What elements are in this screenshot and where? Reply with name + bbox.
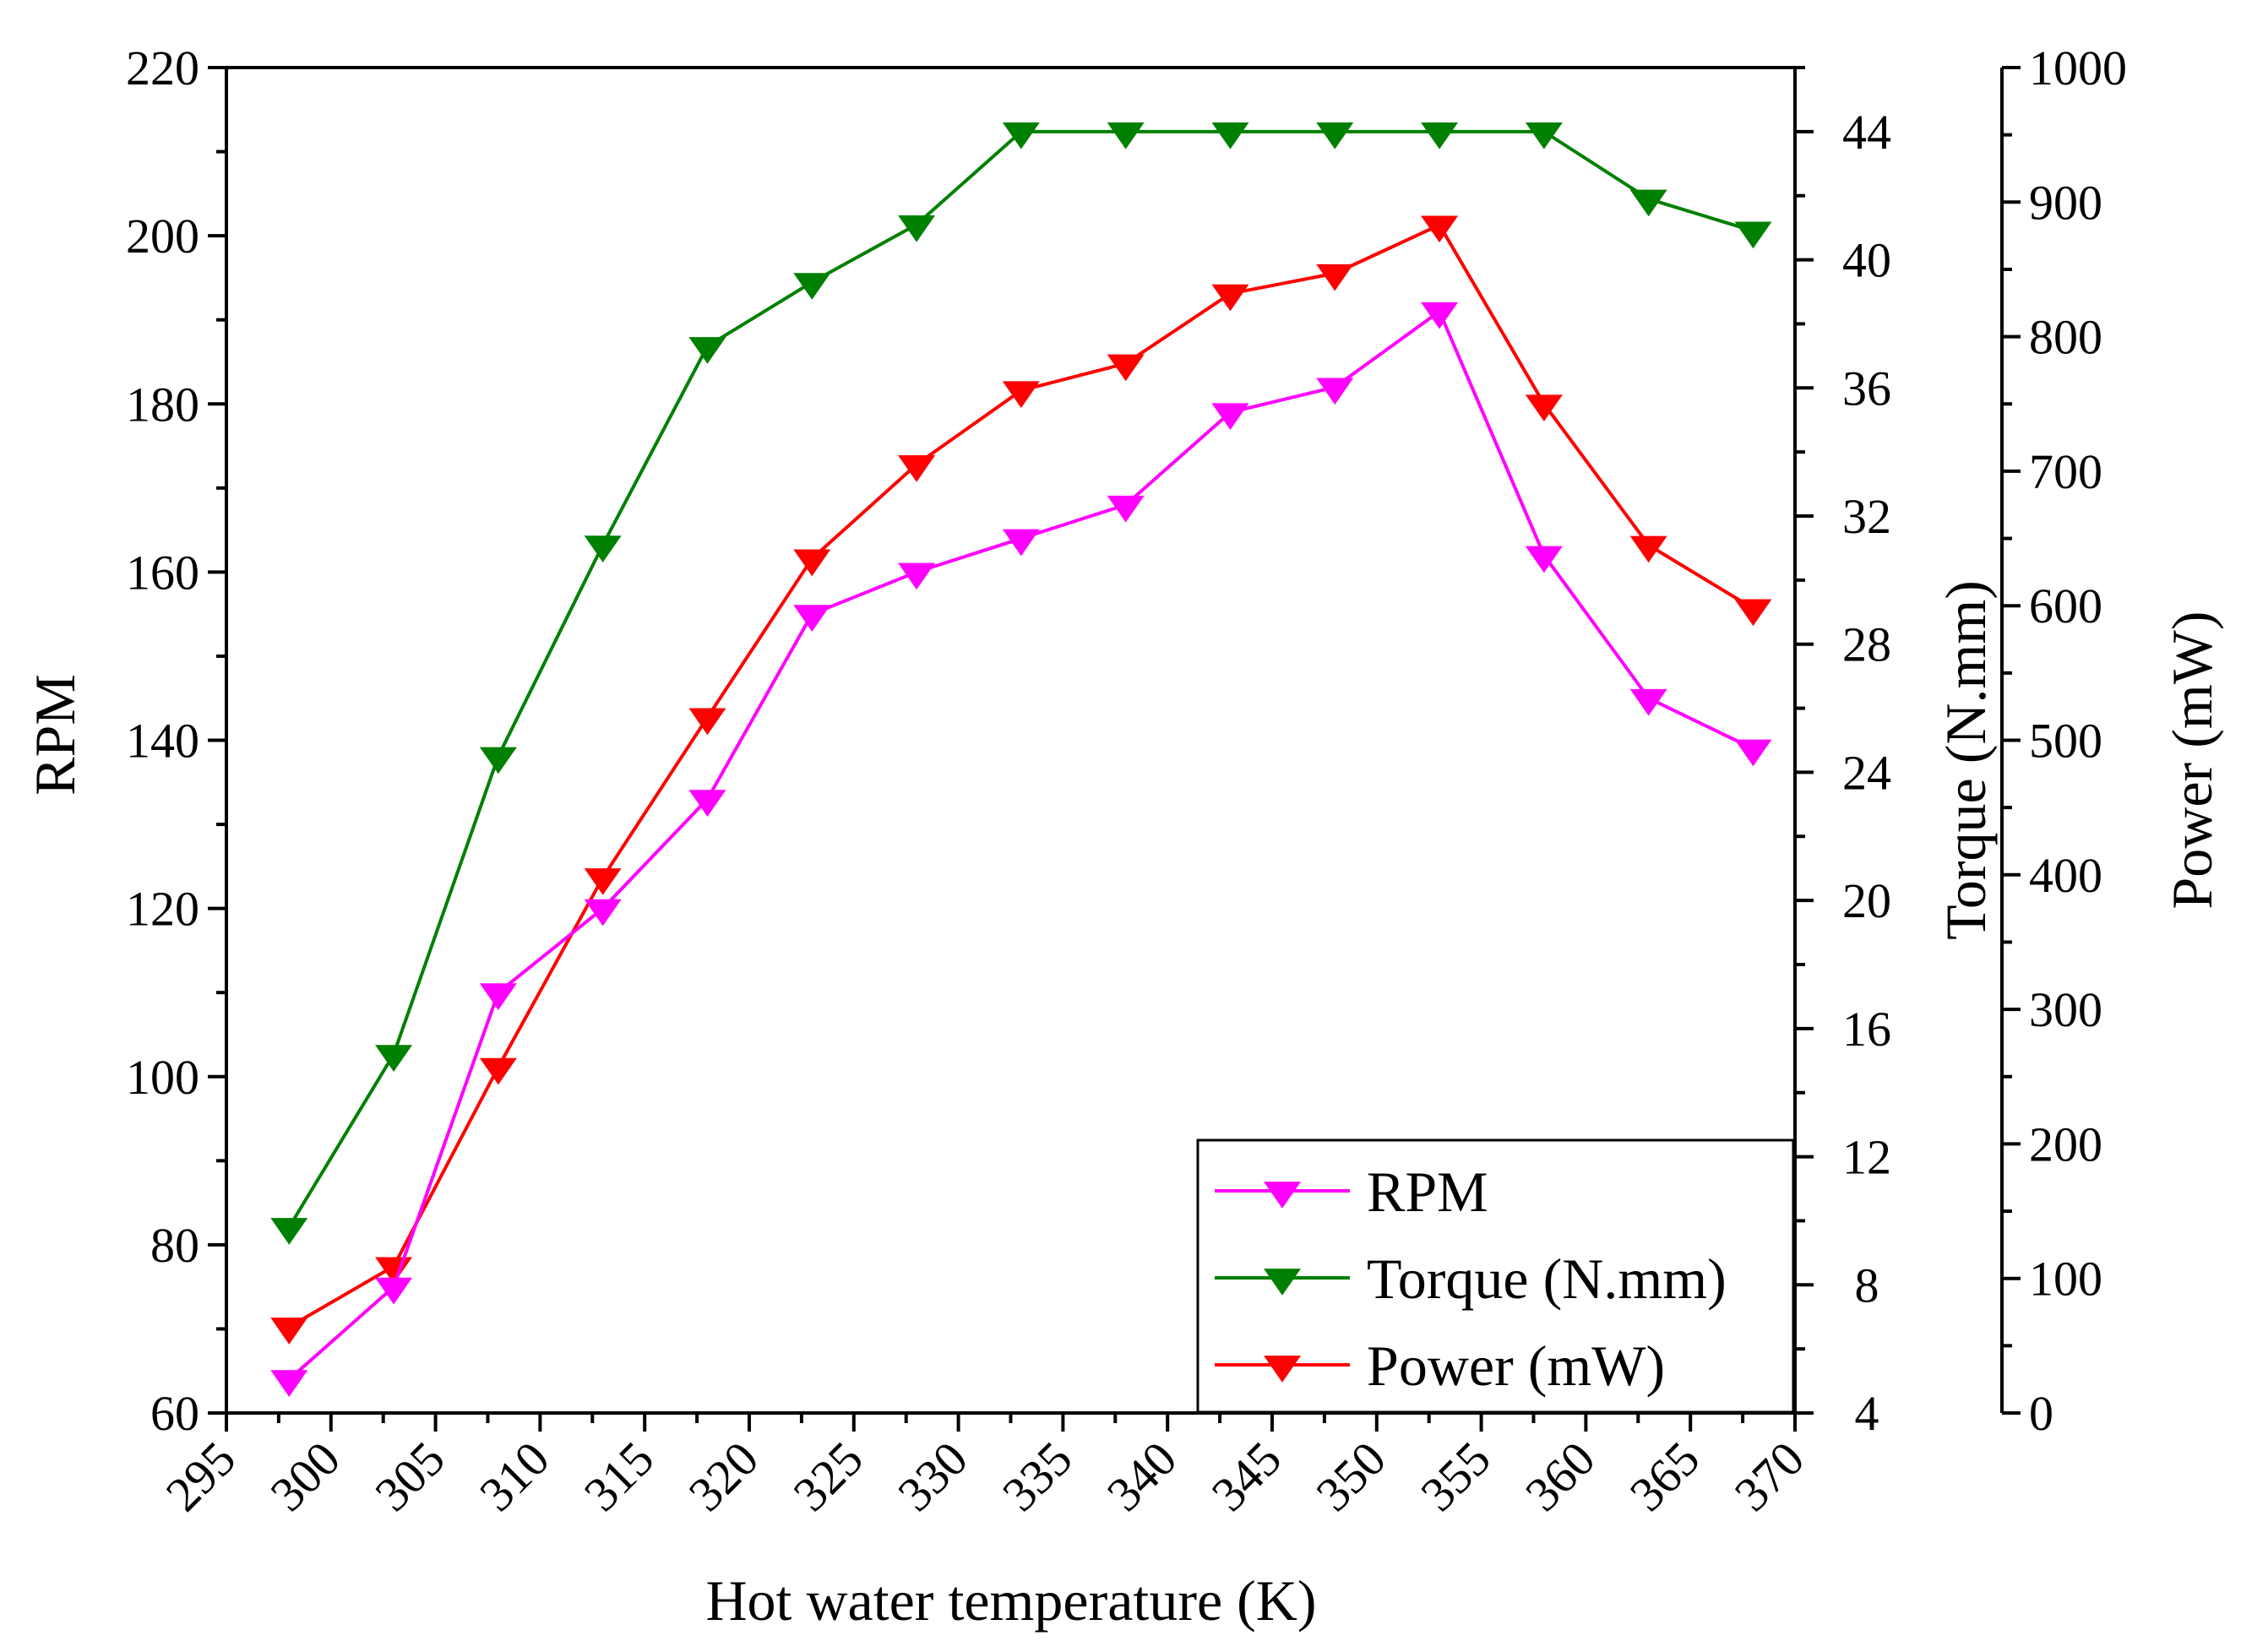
legend-marker <box>1264 1269 1301 1296</box>
data-point <box>375 1277 413 1305</box>
data-point <box>479 747 517 774</box>
legend-item: Torque (N.mm) <box>1215 1247 1727 1311</box>
data-point <box>270 1370 308 1397</box>
left-tick-label: 160 <box>126 545 199 600</box>
left-tick-label: 180 <box>126 377 199 432</box>
data-point <box>584 868 622 895</box>
right-tick-label: 36 <box>1842 361 1891 416</box>
data-point <box>688 790 726 817</box>
right2-tick-label: 600 <box>2029 579 2102 633</box>
data-point <box>1629 535 1667 563</box>
data-point <box>1002 381 1040 409</box>
data-point <box>1421 122 1459 149</box>
data-point <box>1525 394 1563 422</box>
left-tick-label: 60 <box>150 1386 199 1441</box>
left-tick-label: 220 <box>126 41 199 95</box>
data-point <box>898 215 936 242</box>
left-tick-label: 200 <box>126 209 199 264</box>
data-point <box>793 605 831 632</box>
right2-tick-label: 0 <box>2029 1386 2053 1441</box>
right2-tick-label: 900 <box>2029 175 2102 230</box>
right-tick-label: 28 <box>1842 617 1891 672</box>
data-point <box>1002 122 1040 149</box>
data-point <box>793 273 831 300</box>
data-point <box>1525 122 1563 149</box>
data-point <box>1525 546 1563 573</box>
left-axis-title: RPM <box>23 674 87 796</box>
data-point <box>793 549 831 577</box>
left-tick-label: 80 <box>150 1218 199 1273</box>
right-tick-label: 16 <box>1842 1002 1891 1057</box>
legend-item: RPM <box>1215 1160 1488 1224</box>
right2-tick-label: 300 <box>2029 982 2102 1037</box>
data-point <box>1211 284 1249 312</box>
data-point <box>1316 378 1354 405</box>
data-point <box>375 1045 413 1072</box>
right-tick-label: 20 <box>1842 873 1891 928</box>
right-axis-title: Torque (N.mm) <box>1934 580 1998 940</box>
data-point <box>1734 739 1772 767</box>
data-point <box>584 535 622 562</box>
legend-label: Power (mW) <box>1367 1334 1665 1398</box>
data-point <box>1421 215 1459 243</box>
right2-tick-label: 500 <box>2029 714 2102 769</box>
left-tick-label: 100 <box>126 1050 199 1105</box>
data-point <box>1421 302 1459 329</box>
right2-axis-title: Power (mW) <box>2160 611 2224 909</box>
data-point <box>1211 122 1249 149</box>
data-point <box>479 1057 517 1085</box>
right-tick-label: 44 <box>1842 105 1891 160</box>
legend: RPM Torque (N.mm) Power (mW) <box>1196 1138 1795 1414</box>
series-torque <box>270 122 1772 1245</box>
right-tick-label: 24 <box>1842 745 1891 800</box>
right2-tick-label: 200 <box>2029 1117 2102 1171</box>
series-layer <box>270 122 1772 1397</box>
legend-label: Torque (N.mm) <box>1367 1247 1727 1311</box>
data-point <box>1107 122 1145 149</box>
right2-tick-label: 400 <box>2029 848 2102 903</box>
right2-tick-label: 100 <box>2029 1252 2102 1307</box>
right2-tick-label: 1000 <box>2029 41 2127 95</box>
data-point <box>1002 529 1040 557</box>
data-point <box>898 455 936 482</box>
data-point <box>1316 264 1354 291</box>
x-axis-title: Hot water temperature (K) <box>705 1568 1316 1633</box>
data-point <box>1629 688 1667 716</box>
data-point <box>688 708 726 736</box>
data-point <box>1734 599 1772 627</box>
data-point <box>1107 495 1145 523</box>
data-point <box>479 983 517 1010</box>
right2-tick-label: 700 <box>2029 444 2102 499</box>
right-tick-label: 32 <box>1842 489 1891 544</box>
right2-tick-label: 800 <box>2029 310 2102 365</box>
data-point <box>1734 221 1772 249</box>
data-point <box>1316 122 1354 149</box>
data-point <box>584 899 622 927</box>
legend-marker <box>1264 1182 1301 1209</box>
data-point <box>1629 189 1667 217</box>
legend-item: Power (mW) <box>1215 1334 1665 1398</box>
right-tick-label: 8 <box>1855 1258 1879 1312</box>
right-tick-label: 4 <box>1855 1386 1879 1441</box>
data-point <box>898 562 936 590</box>
right-tick-label: 40 <box>1842 233 1891 288</box>
right-tick-label: 12 <box>1842 1130 1891 1185</box>
data-point <box>270 1218 308 1245</box>
data-point <box>270 1318 308 1345</box>
left-tick-label: 120 <box>126 882 199 937</box>
data-point <box>1211 403 1249 430</box>
legend-label: RPM <box>1367 1160 1488 1224</box>
left-tick-label: 140 <box>126 714 199 769</box>
legend-marker <box>1264 1356 1301 1383</box>
data-point <box>688 337 726 364</box>
data-point <box>1107 354 1145 382</box>
series-rpm <box>270 302 1772 1397</box>
